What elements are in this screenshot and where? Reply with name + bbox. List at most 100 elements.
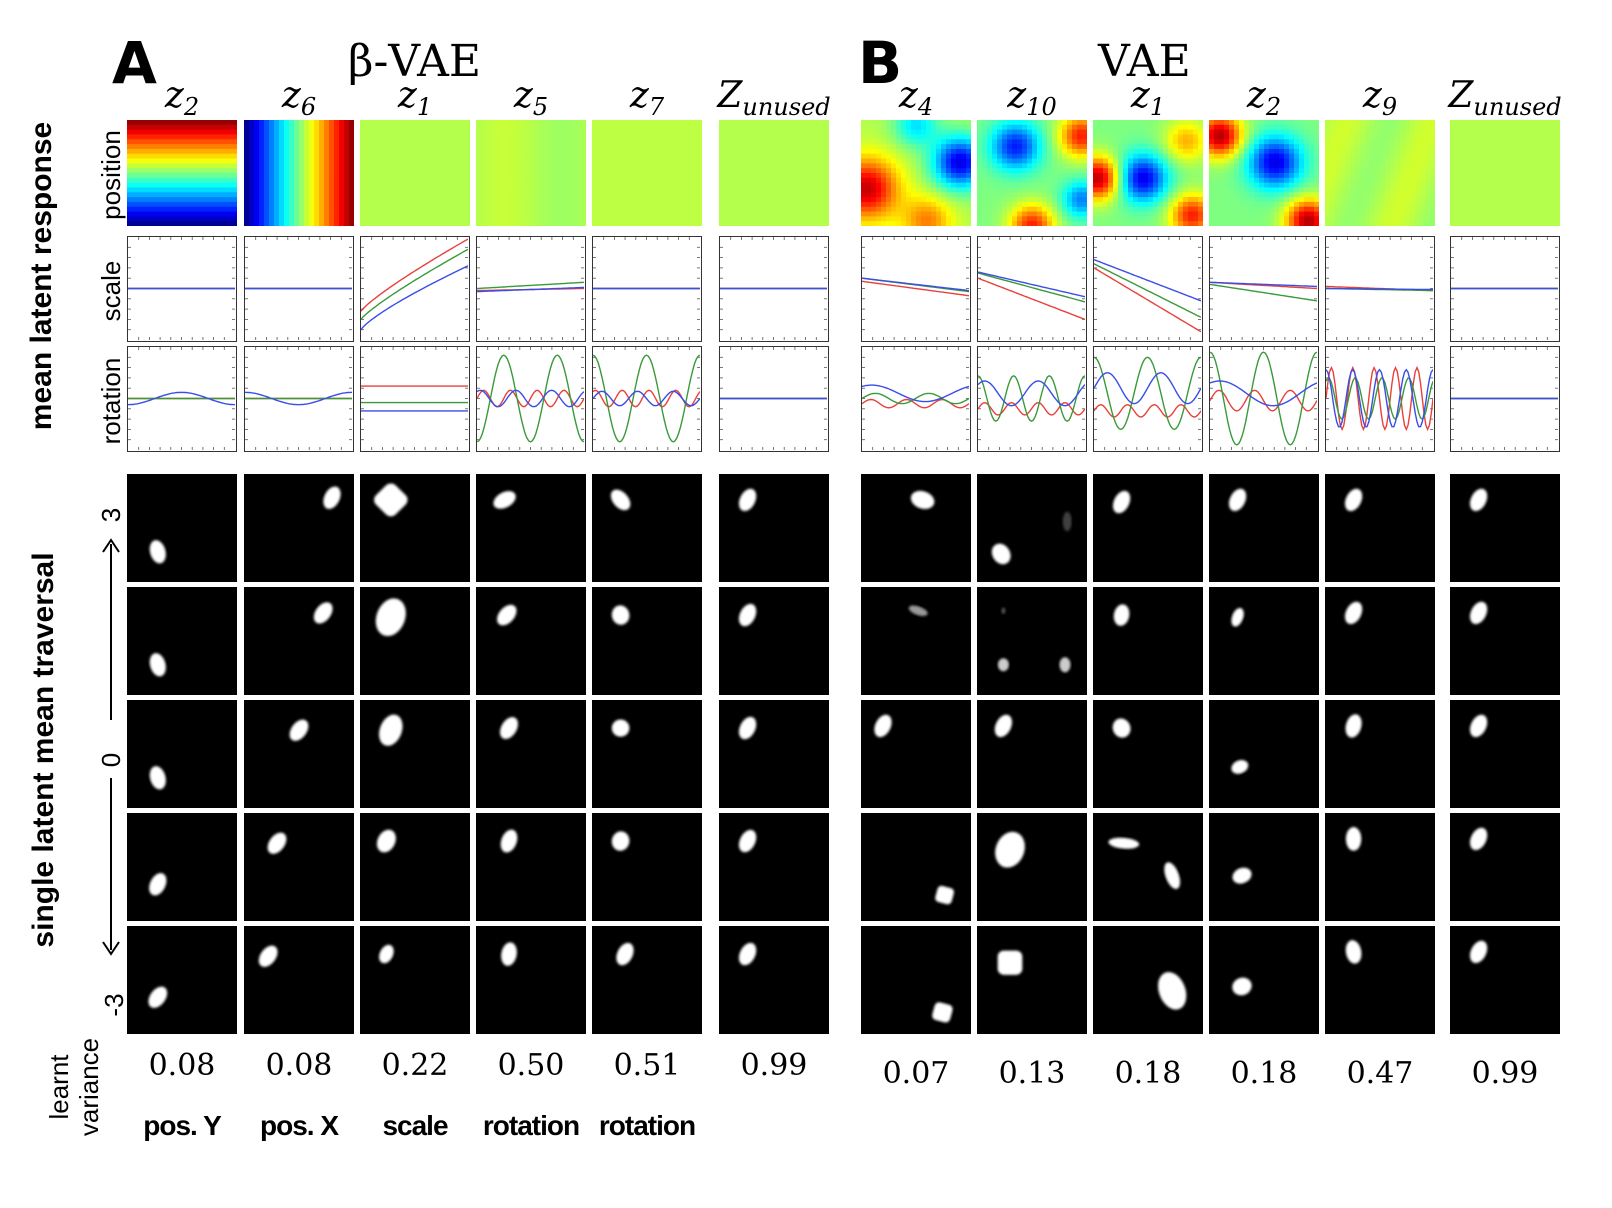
column-subscript: 2	[1265, 93, 1282, 122]
rotation-response-plot	[244, 346, 354, 452]
traversal-image	[1209, 926, 1319, 1034]
column-subscript: 4	[917, 93, 934, 122]
column-subscript: 10	[1026, 93, 1057, 122]
traversal-image	[127, 700, 237, 808]
column-header: z7	[572, 78, 722, 122]
traversal-image	[127, 813, 237, 921]
column-symbol: z	[397, 75, 417, 116]
column-subscript: unused	[1473, 93, 1562, 122]
column-subscript: 9	[1381, 93, 1398, 122]
position-heatmap	[1450, 120, 1560, 226]
position-heatmap	[719, 120, 829, 226]
panel-a-letter: A	[112, 29, 157, 97]
traversal-image	[244, 926, 354, 1034]
traversal-axis	[102, 538, 120, 956]
column-subscript: 1	[416, 93, 433, 122]
column-header: z2	[107, 78, 257, 120]
mean-latent-response-label: mean latent response	[25, 121, 58, 431]
traversal-image	[977, 813, 1087, 921]
rotation-response-plot	[1093, 346, 1203, 452]
traversal-image	[719, 474, 829, 582]
traversal-image	[127, 587, 237, 695]
learnt-variance-label: learnt variance	[44, 1027, 115, 1147]
traversal-image	[1325, 700, 1435, 808]
traversal-image	[719, 700, 829, 808]
traversal-tick-mid: 0	[96, 752, 126, 768]
traversal-image	[476, 926, 586, 1034]
column-symbol: Z	[717, 75, 743, 116]
column-header: z10	[957, 75, 1107, 122]
scale-response-plot	[977, 236, 1087, 342]
scale-response-plot	[1093, 236, 1203, 342]
traversal-image	[127, 474, 237, 582]
column-symbol: z	[898, 75, 918, 116]
traversal-tick-top: 3	[96, 507, 126, 523]
traversal-image	[861, 813, 971, 921]
column-header: Zunused	[699, 75, 849, 120]
traversal-image	[1209, 474, 1319, 582]
learnt-variance-value: 0.50	[497, 1048, 565, 1083]
column-symbol: z	[1007, 75, 1027, 116]
learnt-variance-value: 0.13	[998, 1056, 1066, 1091]
traversal-image	[592, 587, 702, 695]
rotation-response-plot	[592, 346, 702, 452]
column-symbol: z	[281, 75, 301, 116]
learnt-variance-value: 0.18	[1114, 1056, 1182, 1091]
learnt-variance-value: 0.07	[882, 1056, 950, 1091]
scale-response-plot	[1450, 236, 1560, 342]
traversal-image	[1093, 700, 1203, 808]
traversal-image	[1450, 813, 1560, 921]
scale-response-plot	[1325, 236, 1435, 342]
column-header: Zunused	[1430, 78, 1580, 122]
rotation-response-plot	[1325, 346, 1435, 452]
learnt-variance-value: 0.22	[381, 1048, 449, 1083]
learnt-label: learnt	[44, 1054, 74, 1120]
rotation-response-plot	[719, 346, 829, 452]
scale-response-plot	[127, 236, 237, 342]
traversal-image	[1093, 474, 1203, 582]
traversal-image	[719, 926, 829, 1034]
traversal-tick-bottom: -3	[99, 993, 129, 1017]
column-header: z6	[224, 75, 374, 122]
scale-response-plot	[719, 236, 829, 342]
traversal-image	[1093, 813, 1203, 921]
position-heatmap	[360, 120, 470, 226]
position-heatmap	[1325, 120, 1435, 226]
traversal-image	[977, 926, 1087, 1034]
learnt-variance-value: 0.18	[1230, 1056, 1298, 1091]
traversal-image	[1325, 813, 1435, 921]
traversal-image	[977, 700, 1087, 808]
learnt-variance-value: 0.08	[265, 1048, 333, 1083]
row-label-scale: scale	[96, 260, 126, 322]
scale-response-plot	[861, 236, 971, 342]
traversal-image	[360, 926, 470, 1034]
scale-response-plot	[476, 236, 586, 342]
panel-b-letter: B	[858, 29, 903, 97]
learnt-variance-value: 0.51	[613, 1048, 681, 1083]
traversal-image	[592, 474, 702, 582]
column-header: z9	[1305, 75, 1455, 122]
traversal-image	[360, 700, 470, 808]
scale-response-plot	[592, 236, 702, 342]
traversal-image	[1209, 700, 1319, 808]
traversal-image	[476, 474, 586, 582]
variance-label: variance	[73, 1037, 104, 1137]
factor-label: pos. X	[259, 1110, 339, 1141]
traversal-image	[861, 700, 971, 808]
learnt-variance-value: 0.47	[1346, 1056, 1414, 1091]
column-symbol: z	[1130, 75, 1150, 116]
traversal-image	[1209, 587, 1319, 695]
rotation-response-plot	[977, 346, 1087, 452]
column-subscript: 7	[648, 93, 665, 122]
column-header: z1	[340, 75, 490, 122]
traversal-image	[360, 587, 470, 695]
position-heatmap	[244, 120, 354, 226]
column-symbol: z	[1362, 75, 1382, 116]
traversal-image	[1093, 587, 1203, 695]
learnt-variance-value: 0.99	[1471, 1056, 1539, 1091]
position-heatmap	[977, 120, 1087, 226]
column-subscript: 6	[300, 93, 317, 122]
traversal-image	[360, 474, 470, 582]
factor-label: rotation	[482, 1110, 580, 1141]
rotation-response-plot	[360, 346, 470, 452]
